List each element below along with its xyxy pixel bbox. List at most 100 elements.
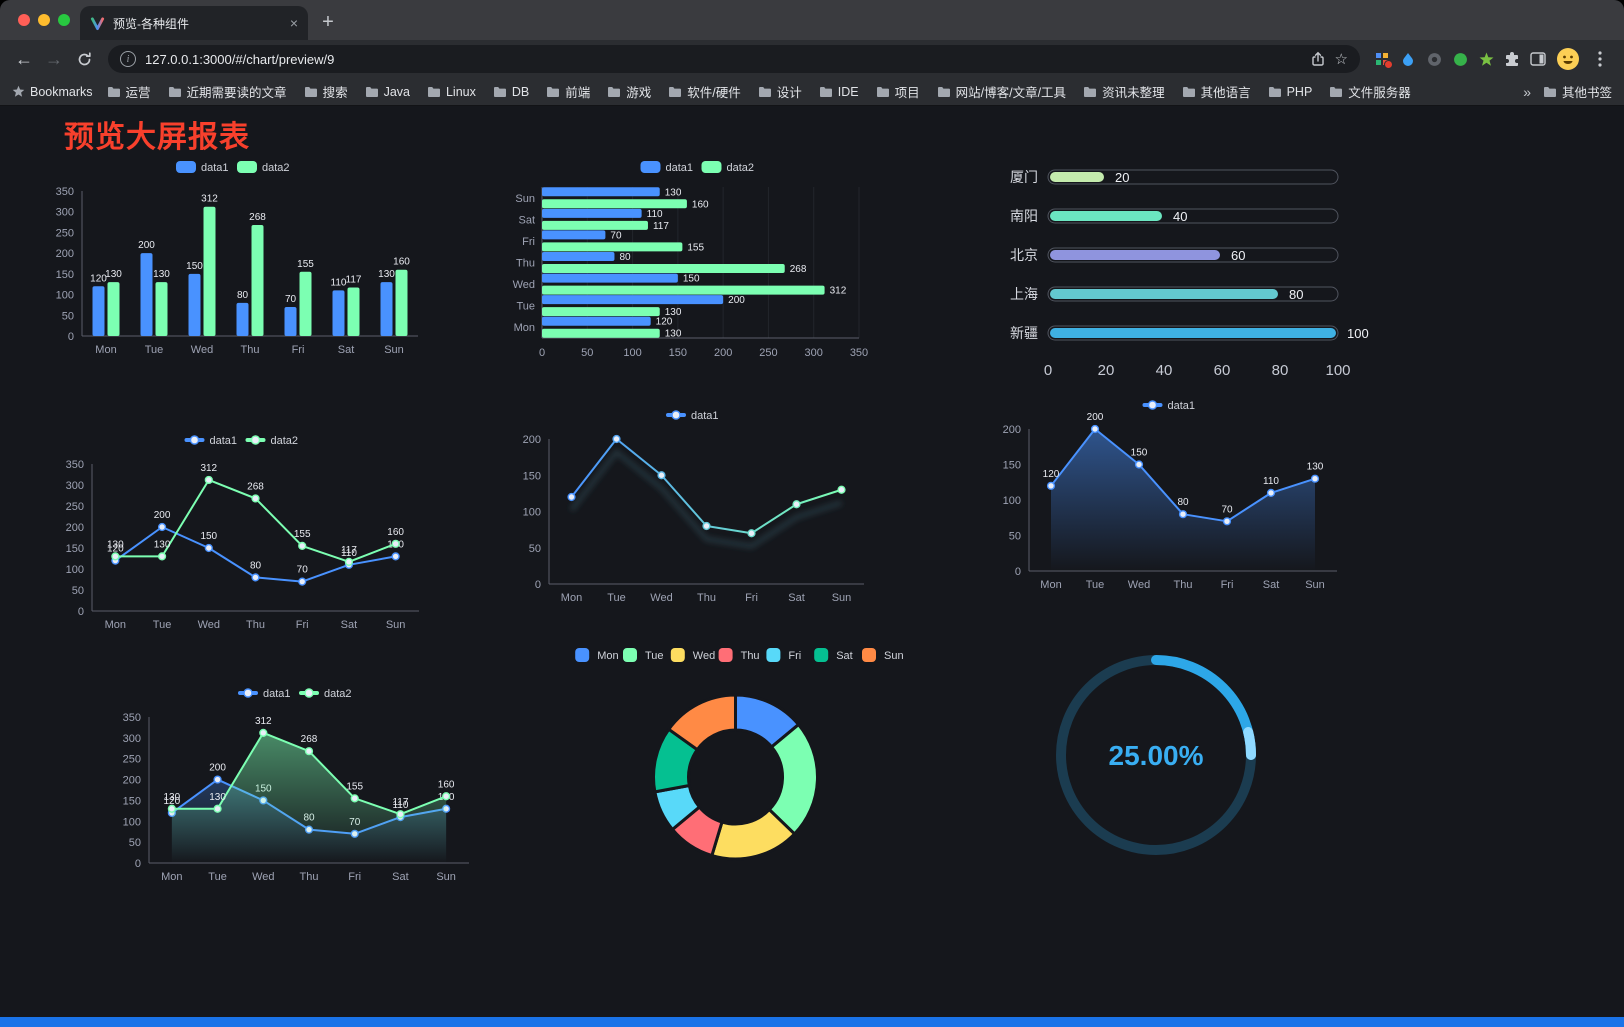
close-window-button[interactable] [18, 14, 30, 26]
chart-area-line[interactable]: 0 50 100 150 200 Mon Tue Wed Thu Fri Sat Sun 120 200 1… [985, 391, 1353, 601]
svg-text:Mon: Mon [597, 650, 618, 662]
other-bookmarks-folder[interactable]: 其他书签 [1543, 82, 1612, 101]
bookmark-folder[interactable]: 运营 [107, 82, 151, 101]
svg-text:Fri: Fri [296, 619, 309, 631]
water-drop-icon[interactable] [1396, 47, 1420, 71]
bookmark-folder[interactable]: Linux [427, 85, 476, 99]
bookmark-folder[interactable]: 网站/博客/文章/工具 [937, 82, 1066, 101]
svg-text:50: 50 [581, 347, 593, 359]
svg-text:Thu: Thu [741, 650, 760, 662]
bookmark-folder[interactable]: 资讯未整理 [1083, 82, 1165, 101]
svg-text:150: 150 [669, 347, 687, 359]
green-star-icon[interactable] [1474, 47, 1498, 71]
chart-double-area-line[interactable]: 0 50 100 150 200 250 300 350 Mon Tue Wed Thu Fri Sat S… [105, 679, 485, 893]
svg-text:70: 70 [610, 230, 622, 241]
svg-text:110: 110 [341, 548, 357, 559]
svg-text:Wed: Wed [693, 650, 715, 662]
folder-icon [937, 86, 950, 97]
folder-icon [493, 86, 506, 97]
svg-text:Tue: Tue [516, 301, 535, 313]
svg-text:130: 130 [105, 269, 122, 280]
svg-text:120: 120 [656, 317, 673, 328]
dark-circle-icon[interactable] [1422, 47, 1446, 71]
chart-grouped-bar[interactable]: 0 50 100 150 200 250 300 350 Mon Tue Wed Thu Fri Sat S… [38, 151, 428, 366]
svg-text:Mon: Mon [161, 871, 182, 883]
svg-text:0: 0 [1015, 566, 1021, 578]
bookmark-folder[interactable]: 设计 [758, 82, 802, 101]
folder-icon [1084, 86, 1097, 97]
menu-kebab-icon[interactable] [1586, 45, 1614, 73]
svg-text:130: 130 [209, 792, 226, 803]
svg-text:350: 350 [66, 459, 84, 471]
browser-tab[interactable]: 预览-各种组件 × [80, 6, 308, 40]
minimize-window-button[interactable] [38, 14, 50, 26]
bookmark-folder[interactable]: Java [365, 85, 410, 99]
svg-text:200: 200 [1003, 424, 1021, 436]
bookmarks-label: Bookmarks [30, 84, 93, 99]
svg-text:117: 117 [341, 545, 357, 556]
bookmarks-root-folder[interactable]: Bookmarks [12, 85, 93, 99]
svg-text:100: 100 [523, 507, 541, 519]
svg-text:200: 200 [66, 522, 84, 534]
site-info-icon[interactable]: i [120, 51, 136, 67]
svg-text:data1: data1 [691, 410, 719, 422]
svg-text:200: 200 [138, 240, 155, 251]
svg-text:新疆: 新疆 [1010, 325, 1038, 341]
chart-donut-pie[interactable]: Mon Tue Wed Thu Fri Sat Sun [548, 643, 923, 885]
svg-text:268: 268 [249, 212, 266, 223]
green-circle-icon[interactable] [1448, 47, 1472, 71]
svg-text:250: 250 [123, 754, 141, 766]
tab-close-icon[interactable]: × [289, 15, 298, 31]
bookmark-folder[interactable]: PHP [1268, 85, 1312, 99]
svg-text:Tue: Tue [645, 650, 664, 662]
share-icon[interactable] [1310, 51, 1326, 67]
puzzle-icon[interactable] [1500, 47, 1524, 71]
bookmark-folder[interactable]: 软件/硬件 [668, 82, 741, 101]
svg-text:100: 100 [56, 290, 74, 302]
bookmarks-overflow-chevron[interactable]: » [1523, 83, 1531, 100]
svg-text:150: 150 [66, 543, 84, 555]
svg-text:250: 250 [759, 347, 777, 359]
reload-icon[interactable] [70, 45, 98, 73]
chart-gradient-line[interactable]: 0 50 100 150 200 Mon Tue Wed Thu Fri Sat Sun data1 [505, 401, 880, 614]
bookmark-star-icon[interactable]: ☆ [1334, 51, 1348, 68]
bookmark-folder[interactable]: 搜索 [304, 82, 348, 101]
svg-text:300: 300 [123, 733, 141, 745]
bookmark-folder[interactable]: DB [493, 85, 529, 99]
back-icon[interactable]: ← [15, 48, 33, 69]
bookmark-folder[interactable]: IDE [819, 85, 859, 99]
folder-icon [1268, 86, 1281, 97]
forward-icon[interactable]: → [45, 48, 63, 69]
svg-text:50: 50 [529, 543, 541, 555]
chart-double-line[interactable]: 0 50 100 150 200 250 300 350 Mon Tue Wed Thu Fri Sat S… [48, 426, 435, 641]
bookmark-folder[interactable]: 其他语言 [1182, 82, 1251, 101]
svg-text:130: 130 [107, 539, 124, 550]
svg-text:Mon: Mon [561, 592, 582, 604]
chart-progress-ring[interactable]: 25.00% [1040, 646, 1272, 864]
bookmarks-right: » 其他书签 [1523, 82, 1612, 101]
url-bar[interactable]: i 127.0.0.1:3000/#/chart/preview/9 ☆ [108, 45, 1360, 73]
svg-text:150: 150 [123, 795, 141, 807]
profile-avatar[interactable] [1556, 47, 1580, 71]
svg-text:300: 300 [66, 480, 84, 492]
svg-text:Fri: Fri [292, 344, 305, 356]
bookmark-folder[interactable]: 项目 [876, 82, 920, 101]
svg-text:data2: data2 [324, 688, 352, 700]
bookmark-folder[interactable]: 近期需要读的文章 [168, 82, 287, 101]
svg-text:200: 200 [209, 763, 226, 774]
svg-text:Thu: Thu [241, 344, 260, 356]
chart-capsule-progress[interactable]: 厦门 20 南阳 40 北京 60 上海 80 新疆 100 0 20 40 60 80 100 [988, 161, 1374, 393]
svg-text:60: 60 [1214, 362, 1231, 379]
zoom-window-button[interactable] [58, 14, 70, 26]
new-tab-button[interactable]: + [322, 10, 334, 33]
sidebar-icon[interactable] [1526, 47, 1550, 71]
bookmark-folder[interactable]: 前端 [546, 82, 590, 101]
folder-icon [168, 86, 181, 97]
svg-text:80: 80 [1272, 362, 1289, 379]
svg-text:Fri: Fri [745, 592, 758, 604]
bookmark-folder[interactable]: 文件服务器 [1329, 82, 1411, 101]
bookmark-folder[interactable]: 游戏 [607, 82, 651, 101]
svg-text:80: 80 [250, 560, 262, 571]
chart-horizontal-bar[interactable]: 0 50 100 150 200 250 300 350 Mon Tue Wed Thu Fri Sat S… [500, 153, 895, 368]
extension-grid-icon[interactable] [1370, 47, 1394, 71]
